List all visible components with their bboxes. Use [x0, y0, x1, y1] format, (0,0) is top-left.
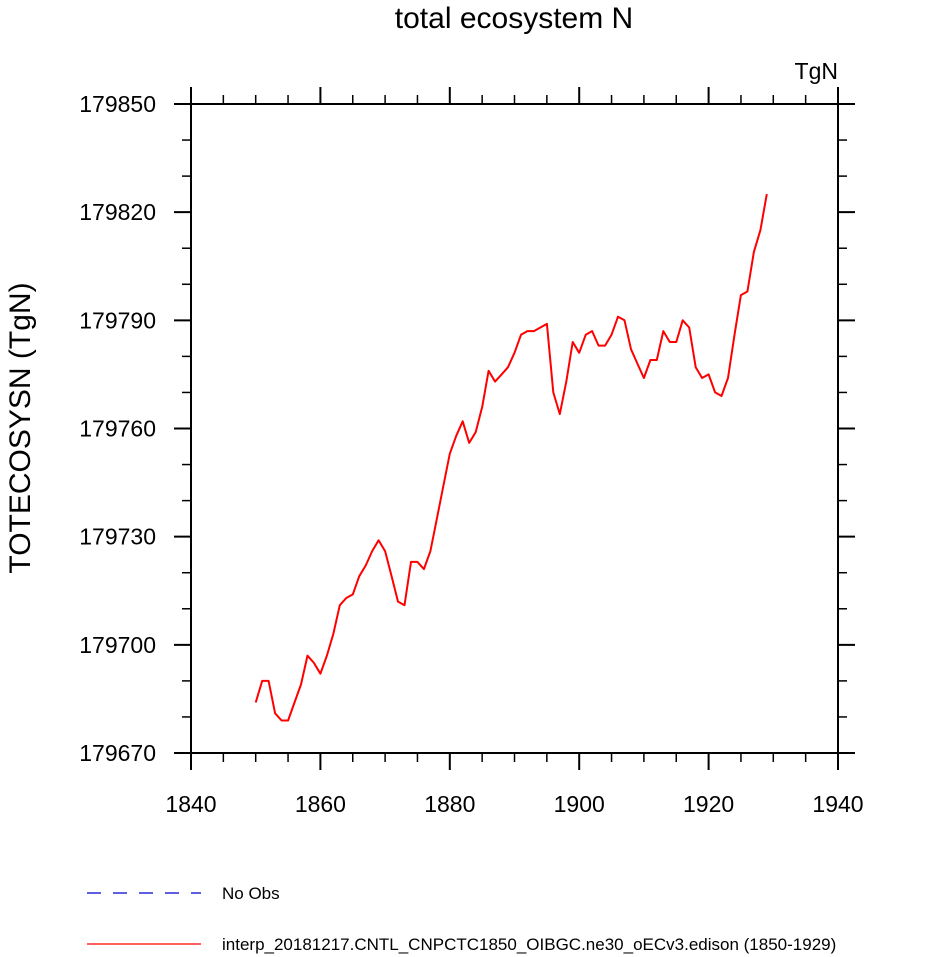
- plot-frame: [190, 103, 839, 754]
- axis-ticks: [174, 87, 855, 770]
- x-tick-label: 1920: [683, 791, 734, 817]
- x-tick-label: 1900: [554, 791, 605, 817]
- units-label: TgN: [795, 58, 838, 84]
- legend-label-model: interp_20181217.CNTL_CNPCTC1850_OIBGC.ne…: [222, 935, 836, 954]
- y-tick-label: 179790: [79, 307, 156, 333]
- y-tick-label: 179850: [79, 91, 156, 117]
- x-tick-label: 1840: [165, 791, 216, 817]
- y-tick-label: 179760: [79, 416, 156, 442]
- x-tick-label: 1860: [295, 791, 346, 817]
- legend-label-no-obs: No Obs: [222, 884, 280, 903]
- y-tick-label: 179700: [79, 632, 156, 658]
- y-tick-label: 179730: [79, 524, 156, 550]
- axis-tick-labels: 1840 1860 1880 1900 1920 1940 179670 179700 1797…: [79, 91, 863, 817]
- y-tick-label: 179670: [79, 740, 156, 766]
- y-tick-label: 179820: [79, 199, 156, 225]
- series-line-1: [254, 193, 768, 722]
- y-axis-label: TOTECOSYSN (TgN): [4, 282, 37, 573]
- legend: No Obs interp_20181217.CNTL_CNPCTC1850_O…: [87, 884, 836, 954]
- series-lines: [254, 193, 768, 722]
- x-tick-label: 1940: [812, 791, 863, 817]
- x-tick-label: 1880: [424, 791, 475, 817]
- chart-title: total ecosystem N: [395, 2, 633, 35]
